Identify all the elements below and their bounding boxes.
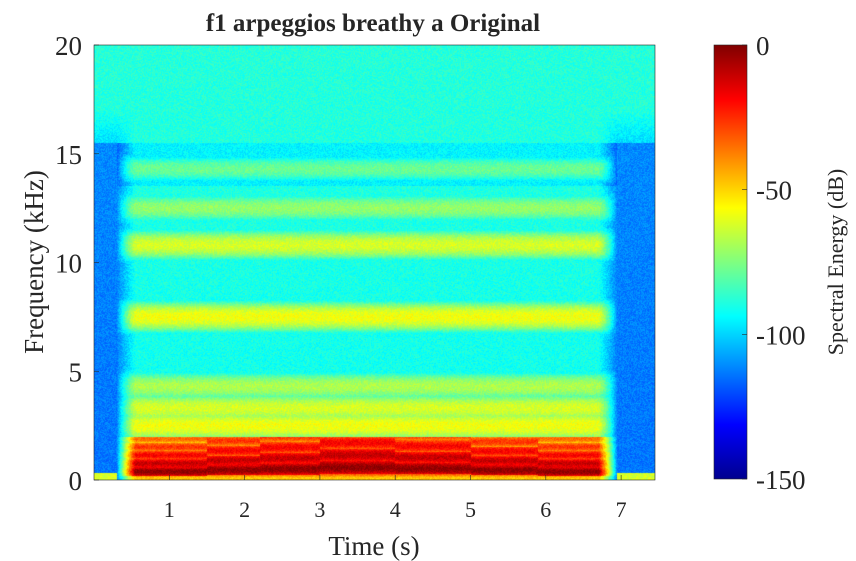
colorbar-tick-label: -50 bbox=[756, 176, 792, 206]
colorbar-tick-label: 0 bbox=[756, 31, 770, 61]
x-tick-label: 7 bbox=[616, 497, 627, 522]
colorbar-label: Spectral Energy (dB) bbox=[823, 169, 848, 356]
colorbar-axis: 0 -50 -100 -150 bbox=[742, 31, 806, 495]
colorbar-tick-label: -100 bbox=[756, 320, 806, 350]
y-axis-label: Frequency (kHz) bbox=[19, 170, 49, 354]
colorbar-tick-label: -150 bbox=[756, 465, 806, 495]
x-tick-label: 1 bbox=[164, 497, 175, 522]
x-axis-label: Time (s) bbox=[328, 531, 419, 561]
x-tick-label: 6 bbox=[540, 497, 551, 522]
y-tick-label: 5 bbox=[69, 357, 83, 387]
y-tick-label: 20 bbox=[55, 31, 82, 61]
y-axis: 0 5 10 15 20 bbox=[55, 31, 99, 496]
colorbar bbox=[713, 44, 748, 480]
x-tick-label: 4 bbox=[390, 497, 401, 522]
x-axis: 1 2 3 4 5 6 7 bbox=[164, 475, 627, 522]
x-tick-label: 2 bbox=[239, 497, 250, 522]
y-tick-label: 15 bbox=[55, 140, 82, 170]
spectrogram-plot-area bbox=[94, 45, 655, 480]
chart-title: f1 arpeggios breathy a Original bbox=[206, 10, 540, 37]
y-tick-label: 10 bbox=[55, 249, 82, 279]
x-tick-label: 5 bbox=[465, 497, 476, 522]
y-tick-label: 0 bbox=[69, 466, 83, 496]
x-tick-label: 3 bbox=[314, 497, 325, 522]
